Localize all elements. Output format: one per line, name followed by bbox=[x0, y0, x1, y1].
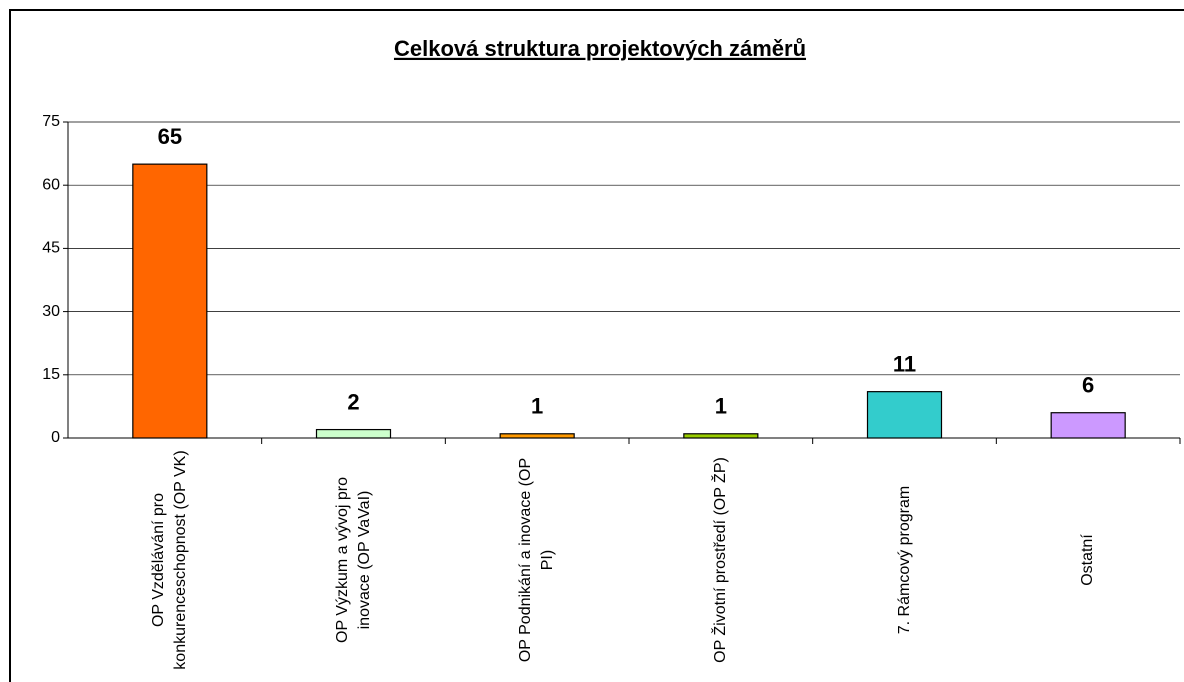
x-tick-label: 7. Rámcový program bbox=[895, 485, 913, 635]
y-tick-label: 15 bbox=[42, 366, 60, 383]
x-tick-label: Ostatní bbox=[1079, 534, 1097, 586]
value-label: 1 bbox=[715, 394, 727, 419]
x-tick-label: OP Podnikání a inovace (OP PI) bbox=[517, 457, 557, 663]
y-tick-label: 30 bbox=[42, 303, 60, 320]
bar bbox=[1050, 412, 1126, 439]
y-tick-label: 60 bbox=[42, 176, 60, 193]
x-tick-label: OP Výzkum a vývoj pro inovace (OP VaVaI) bbox=[333, 477, 373, 643]
value-label: 11 bbox=[893, 351, 916, 376]
y-tick-label: 75 bbox=[42, 113, 60, 130]
value-label: 65 bbox=[158, 124, 182, 149]
value-label: 6 bbox=[1082, 373, 1094, 398]
bar bbox=[315, 428, 392, 439]
bar bbox=[866, 391, 943, 439]
value-label: 2 bbox=[347, 389, 359, 414]
y-tick-label: 45 bbox=[42, 240, 60, 257]
bar bbox=[499, 433, 575, 439]
x-tick-label: OP Životní prostředí (OP ŽP) bbox=[711, 457, 729, 663]
value-label: 1 bbox=[531, 394, 543, 419]
y-tick-label: 0 bbox=[51, 429, 60, 446]
chart-title: Celková struktura projektových záměrů bbox=[394, 36, 806, 61]
bar bbox=[683, 433, 759, 439]
bar bbox=[132, 163, 208, 439]
x-tick-label: OP Vzdělávání pro konkurenceschopnost (O… bbox=[149, 450, 189, 670]
